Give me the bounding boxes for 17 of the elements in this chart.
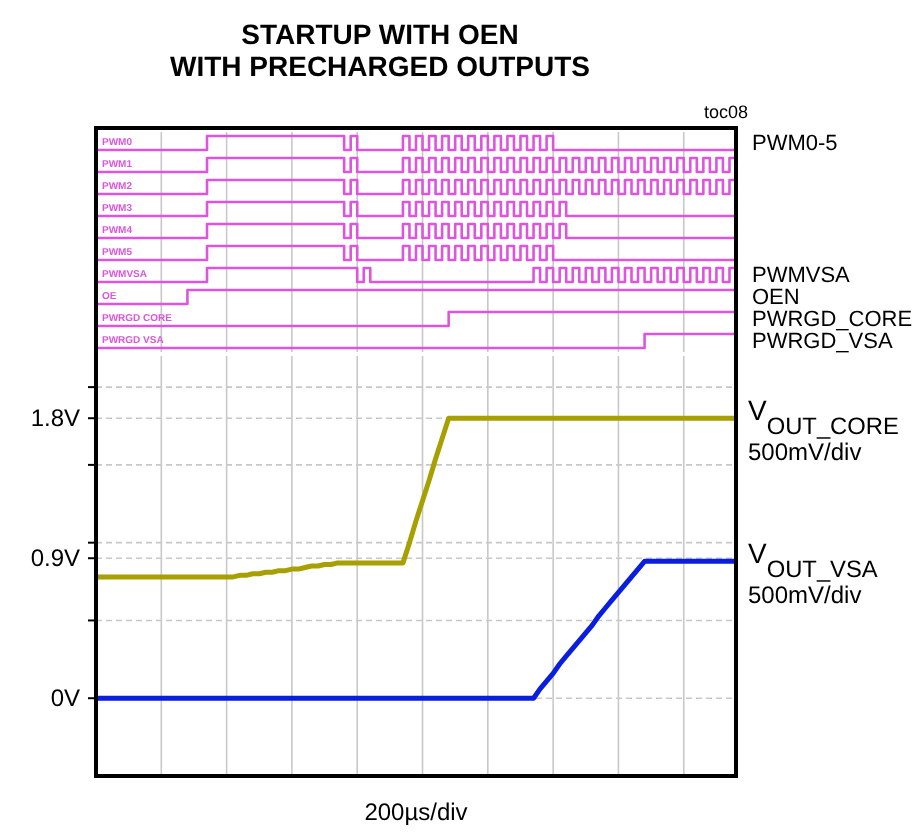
line-series [93,415,739,580]
text: 500mV/div [748,438,862,467]
y-tick-label: 1.8V [30,404,80,433]
text: PWM0-5 [752,132,838,156]
series-label: V$_{OUT_VSA}$ [748,537,878,584]
y-tick-label: 0V [50,684,80,713]
x-axis-title: 200µs/div [364,798,468,826]
text: PWRGD_CORE [752,308,913,332]
text: PWMVSA [752,264,852,288]
text: OEN [752,286,800,310]
chart-title: STARTUP WITH OEN WITH PRECHARGED OUTPUTS [170,18,590,82]
text: 500mV/div [748,581,862,610]
line-series [93,558,739,701]
series-label: V$_{OUT_CORE}$ [748,394,899,441]
y-tick-label: 0.9V [30,544,80,573]
text: toc08 [704,102,749,122]
text: PWRGD_VSA [752,330,894,354]
